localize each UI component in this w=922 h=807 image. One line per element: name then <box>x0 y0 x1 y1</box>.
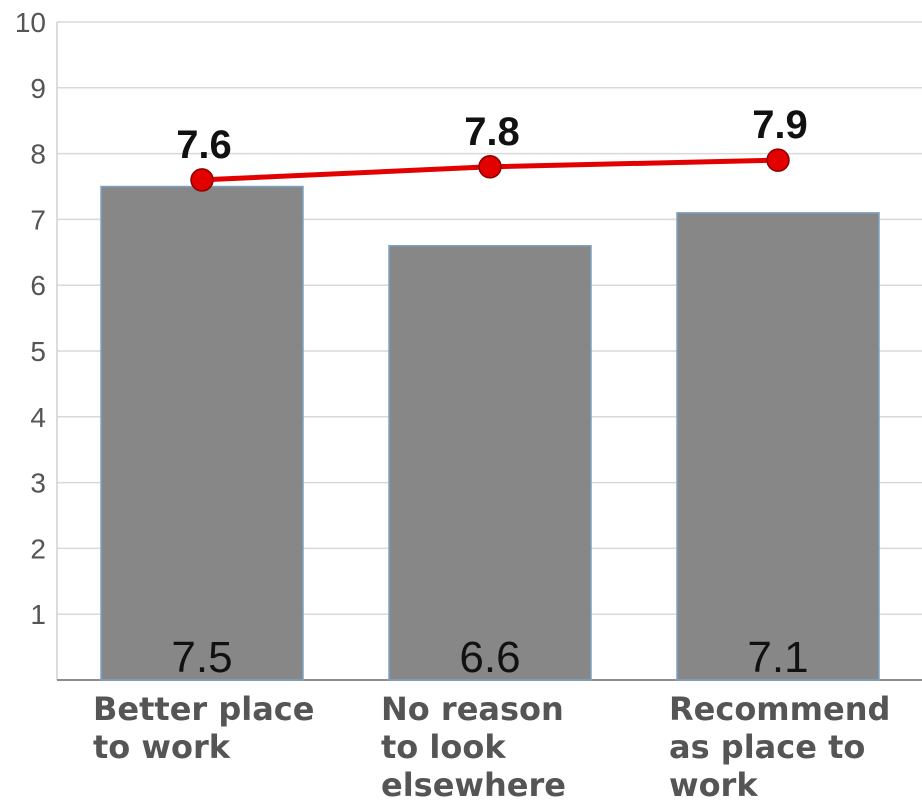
x-tick-label: Recommend as place to work <box>669 690 890 804</box>
y-tick-label: 6 <box>30 270 46 301</box>
line-point <box>766 148 790 172</box>
y-tick-label: 7 <box>30 204 46 235</box>
bar-value-label: 6.6 <box>459 633 520 682</box>
bar <box>676 212 880 681</box>
x-tick-label-line: to work <box>93 728 231 766</box>
x-tick-label-line: to look <box>381 728 506 766</box>
line-value-label: 7.9 <box>752 103 808 147</box>
line-points <box>190 148 790 192</box>
y-tick-labels: 1 2 3 4 5 6 7 8 9 10 <box>15 7 46 630</box>
x-tick-label-line: No reason <box>381 690 564 728</box>
x-tick-label: No reason to look elsewhere <box>381 690 566 804</box>
y-tick-label: 9 <box>30 73 46 104</box>
x-tick-label-line: as place to <box>669 728 865 766</box>
x-tick-label-line: Recommend <box>669 690 890 728</box>
x-tick-label: Better place to work <box>93 690 314 766</box>
bar-value-label: 7.1 <box>747 633 808 682</box>
bar-value-labels: 7.5 6.6 7.1 <box>171 633 808 682</box>
line-value-label: 7.8 <box>464 110 520 154</box>
line-point <box>190 168 214 192</box>
y-tick-label: 8 <box>30 139 46 170</box>
x-tick-labels: Better place to work No reason to look elsew… <box>93 690 890 804</box>
y-tick-label: 1 <box>30 599 46 630</box>
y-tick-label: 4 <box>30 402 46 433</box>
x-tick-label-line: elsewhere <box>381 766 566 804</box>
y-tick-label: 3 <box>30 468 46 499</box>
x-tick-label-line: work <box>669 766 758 804</box>
line-point <box>478 155 502 179</box>
y-tick-label: 2 <box>30 533 46 564</box>
y-tick-label: 10 <box>15 7 46 38</box>
bar <box>100 185 304 681</box>
line-value-label: 7.6 <box>176 123 232 167</box>
x-tick-label-line: Better place <box>93 690 314 728</box>
line-value-labels: 7.6 7.8 7.9 <box>176 103 808 167</box>
y-tick-label: 5 <box>30 336 46 367</box>
bar <box>388 244 592 681</box>
bar-series <box>100 185 880 681</box>
bar-value-label: 7.5 <box>171 633 232 682</box>
